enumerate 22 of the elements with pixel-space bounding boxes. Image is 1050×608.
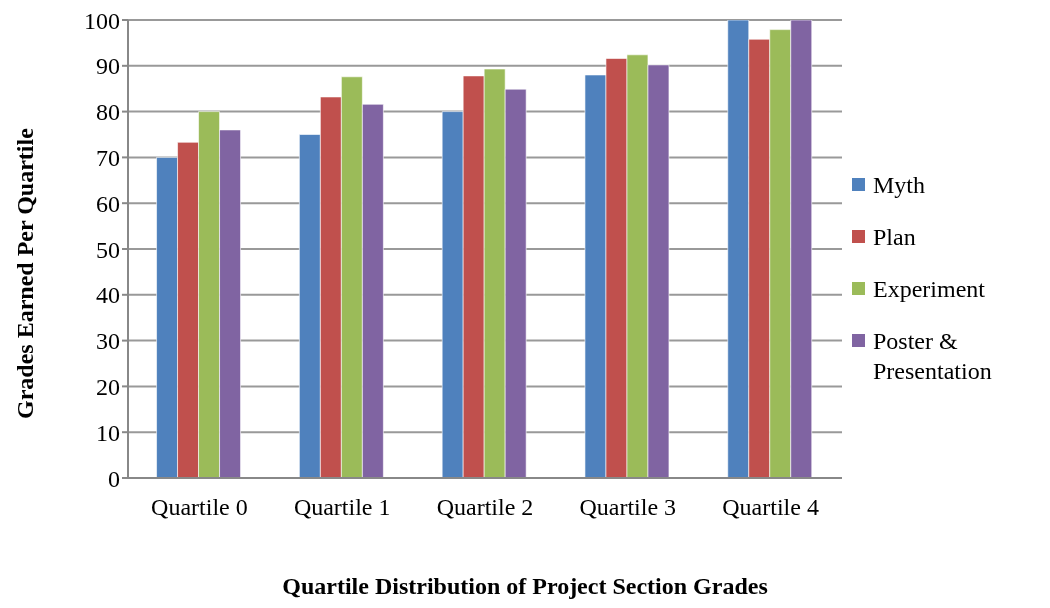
y-tick-label: 90 bbox=[96, 53, 120, 80]
y-tick-label: 20 bbox=[96, 373, 120, 400]
y-tick-label: 30 bbox=[96, 328, 120, 355]
legend-label: Myth bbox=[873, 171, 926, 200]
legend-label: Experiment bbox=[873, 275, 986, 304]
y-axis-title: Grades Earned Per Quartile bbox=[11, 127, 38, 419]
y-tick-label: 70 bbox=[96, 144, 120, 171]
text: Quartile Distribution of Project Section Grades bbox=[281, 573, 769, 600]
x-tick-label: Quartile 4 bbox=[722, 494, 819, 521]
y-tick-label: 40 bbox=[96, 282, 120, 309]
y-tick-label: 60 bbox=[96, 190, 120, 217]
y-tick-label: 50 bbox=[96, 236, 120, 263]
y-tick-label: 10 bbox=[96, 419, 120, 446]
y-tick-label: 0 bbox=[108, 465, 120, 492]
x-tick-label: Quartile 2 bbox=[436, 494, 534, 521]
x-tick-label: Quartile 1 bbox=[293, 494, 391, 521]
y-tick-label: 80 bbox=[96, 99, 120, 126]
x-tick-label: Quartile 3 bbox=[579, 494, 677, 521]
legend-label: Poster & Presentation bbox=[873, 327, 993, 386]
x-tick-label: Quartile 0 bbox=[151, 494, 248, 521]
y-tick-label: 100 bbox=[84, 7, 120, 34]
legend-label: Plan bbox=[873, 223, 917, 252]
